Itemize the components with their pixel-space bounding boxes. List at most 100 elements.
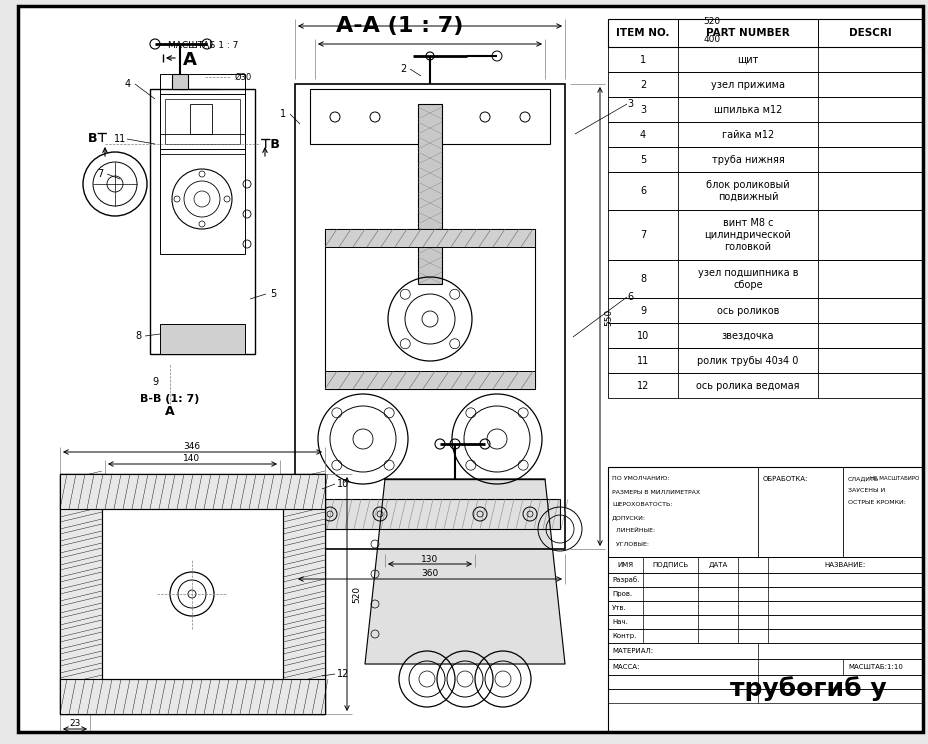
Text: А-А (1 : 7): А-А (1 : 7) (336, 16, 463, 36)
Text: гайка м12: гайка м12 (721, 130, 773, 140)
Text: 520: 520 (352, 586, 361, 603)
Bar (607, 210, 922, 260)
Text: блок роликовый
подвижный: блок роликовый подвижный (705, 180, 789, 202)
Bar (607, 467, 922, 557)
Text: PART NUMBER: PART NUMBER (705, 28, 789, 38)
Text: УГЛОВЫЕ:: УГЛОВЫЕ: (612, 542, 649, 547)
Text: узел прижима: узел прижима (710, 80, 784, 90)
Text: МАТЕРИАЛ:: МАТЕРИАЛ: (612, 648, 652, 654)
Text: ⊤B: ⊤B (259, 138, 280, 150)
Text: Нач.: Нач. (612, 619, 627, 625)
Bar (325, 229, 535, 247)
Text: ИМЯ: ИМЯ (616, 562, 632, 568)
Text: 346: 346 (183, 443, 200, 452)
Bar (607, 47, 922, 72)
Bar (607, 348, 922, 373)
Bar (607, 659, 922, 675)
Bar (418, 104, 442, 284)
Text: трубогиб у: трубогиб у (728, 676, 885, 702)
Bar (300, 499, 560, 529)
Bar (325, 229, 535, 389)
Bar (60, 474, 325, 714)
Bar (607, 298, 922, 323)
Text: звездочка: звездочка (721, 331, 773, 341)
Text: ПО УМОЛЧАНИЮ:: ПО УМОЛЧАНИЮ: (612, 476, 669, 481)
Text: 10: 10 (337, 479, 349, 489)
Bar (607, 147, 922, 172)
Bar (607, 373, 922, 398)
Text: 11: 11 (637, 356, 649, 366)
Bar (60, 679, 325, 714)
Text: Утв.: Утв. (612, 605, 626, 611)
Text: узел подшипника в
сборе: узел подшипника в сборе (697, 268, 797, 290)
Bar (607, 260, 922, 298)
Bar (607, 72, 922, 97)
Text: МАСШТАБ:1:10: МАСШТАБ:1:10 (847, 664, 902, 670)
Bar (607, 675, 922, 689)
Bar (607, 172, 922, 210)
Text: ПОДПИСЬ: ПОДПИСЬ (651, 562, 688, 568)
Text: B⊤: B⊤ (87, 132, 109, 146)
Bar (310, 89, 549, 144)
Text: 360: 360 (421, 569, 438, 579)
Text: ITEM NO.: ITEM NO. (615, 28, 669, 38)
Bar (190, 104, 212, 134)
Text: 10: 10 (637, 331, 649, 341)
Text: ДАТА: ДАТА (708, 562, 727, 568)
Bar (149, 89, 254, 354)
Bar (607, 587, 922, 601)
Text: 1: 1 (279, 109, 286, 119)
Text: МАССА:: МАССА: (612, 664, 638, 670)
Bar (607, 601, 922, 615)
Text: 1: 1 (639, 55, 645, 65)
Text: 8: 8 (135, 331, 141, 341)
Text: СЛАДИТЬ: СЛАДИТЬ (847, 476, 878, 481)
Text: 7: 7 (97, 169, 103, 179)
Bar (607, 643, 922, 659)
Bar (607, 689, 922, 703)
Bar (607, 467, 922, 732)
Bar (172, 74, 187, 89)
Text: A: A (165, 405, 174, 418)
Text: 3: 3 (639, 105, 645, 115)
Text: 7: 7 (639, 230, 646, 240)
Bar (607, 615, 922, 629)
Bar (607, 97, 922, 122)
Text: Пров.: Пров. (612, 591, 632, 597)
Text: щит: щит (737, 55, 758, 65)
Text: ОСТРЫЕ КРОМКИ:: ОСТРЫЕ КРОМКИ: (847, 501, 905, 505)
Text: 9: 9 (639, 306, 645, 316)
Text: 5: 5 (270, 289, 276, 299)
Bar (283, 474, 325, 714)
Text: МАСШТАБ 1 : 7: МАСШТАБ 1 : 7 (168, 42, 238, 51)
Text: ролик трубы 40з4 0: ролик трубы 40з4 0 (697, 356, 798, 366)
Text: 400: 400 (702, 34, 720, 43)
Bar (60, 474, 102, 714)
Bar (160, 324, 245, 354)
Text: ЗАУСЕНЫ И: ЗАУСЕНЫ И (847, 489, 884, 493)
Bar (607, 573, 922, 587)
Text: ось ролика ведомая: ось ролика ведомая (695, 381, 799, 391)
Bar (607, 629, 922, 643)
Text: ОБРАБОТКА:: ОБРАБОТКА: (762, 476, 807, 482)
Bar (160, 74, 245, 254)
Text: шпилька м12: шпилька м12 (713, 105, 781, 115)
Text: 520: 520 (702, 16, 720, 25)
Text: DESCRI: DESCRI (847, 28, 890, 38)
Bar (325, 371, 535, 389)
Bar (607, 122, 922, 147)
Text: Контр.: Контр. (612, 633, 636, 639)
Text: Разраб.: Разраб. (612, 577, 638, 583)
Text: 2: 2 (399, 64, 406, 74)
Text: НЕ МАСШТАБИРО: НЕ МАСШТАБИРО (869, 476, 918, 481)
Text: ось роликов: ось роликов (716, 306, 779, 316)
Text: НАЗВАНИЕ:: НАЗВАНИЕ: (823, 562, 865, 568)
Text: 12: 12 (636, 381, 649, 391)
Text: 140: 140 (183, 455, 200, 464)
Text: труба нижняя: труба нижняя (711, 155, 783, 165)
Text: 2: 2 (639, 80, 646, 90)
Bar (607, 323, 922, 348)
Text: 550: 550 (604, 308, 612, 326)
Text: 4: 4 (124, 79, 131, 89)
Text: 5: 5 (639, 155, 646, 165)
